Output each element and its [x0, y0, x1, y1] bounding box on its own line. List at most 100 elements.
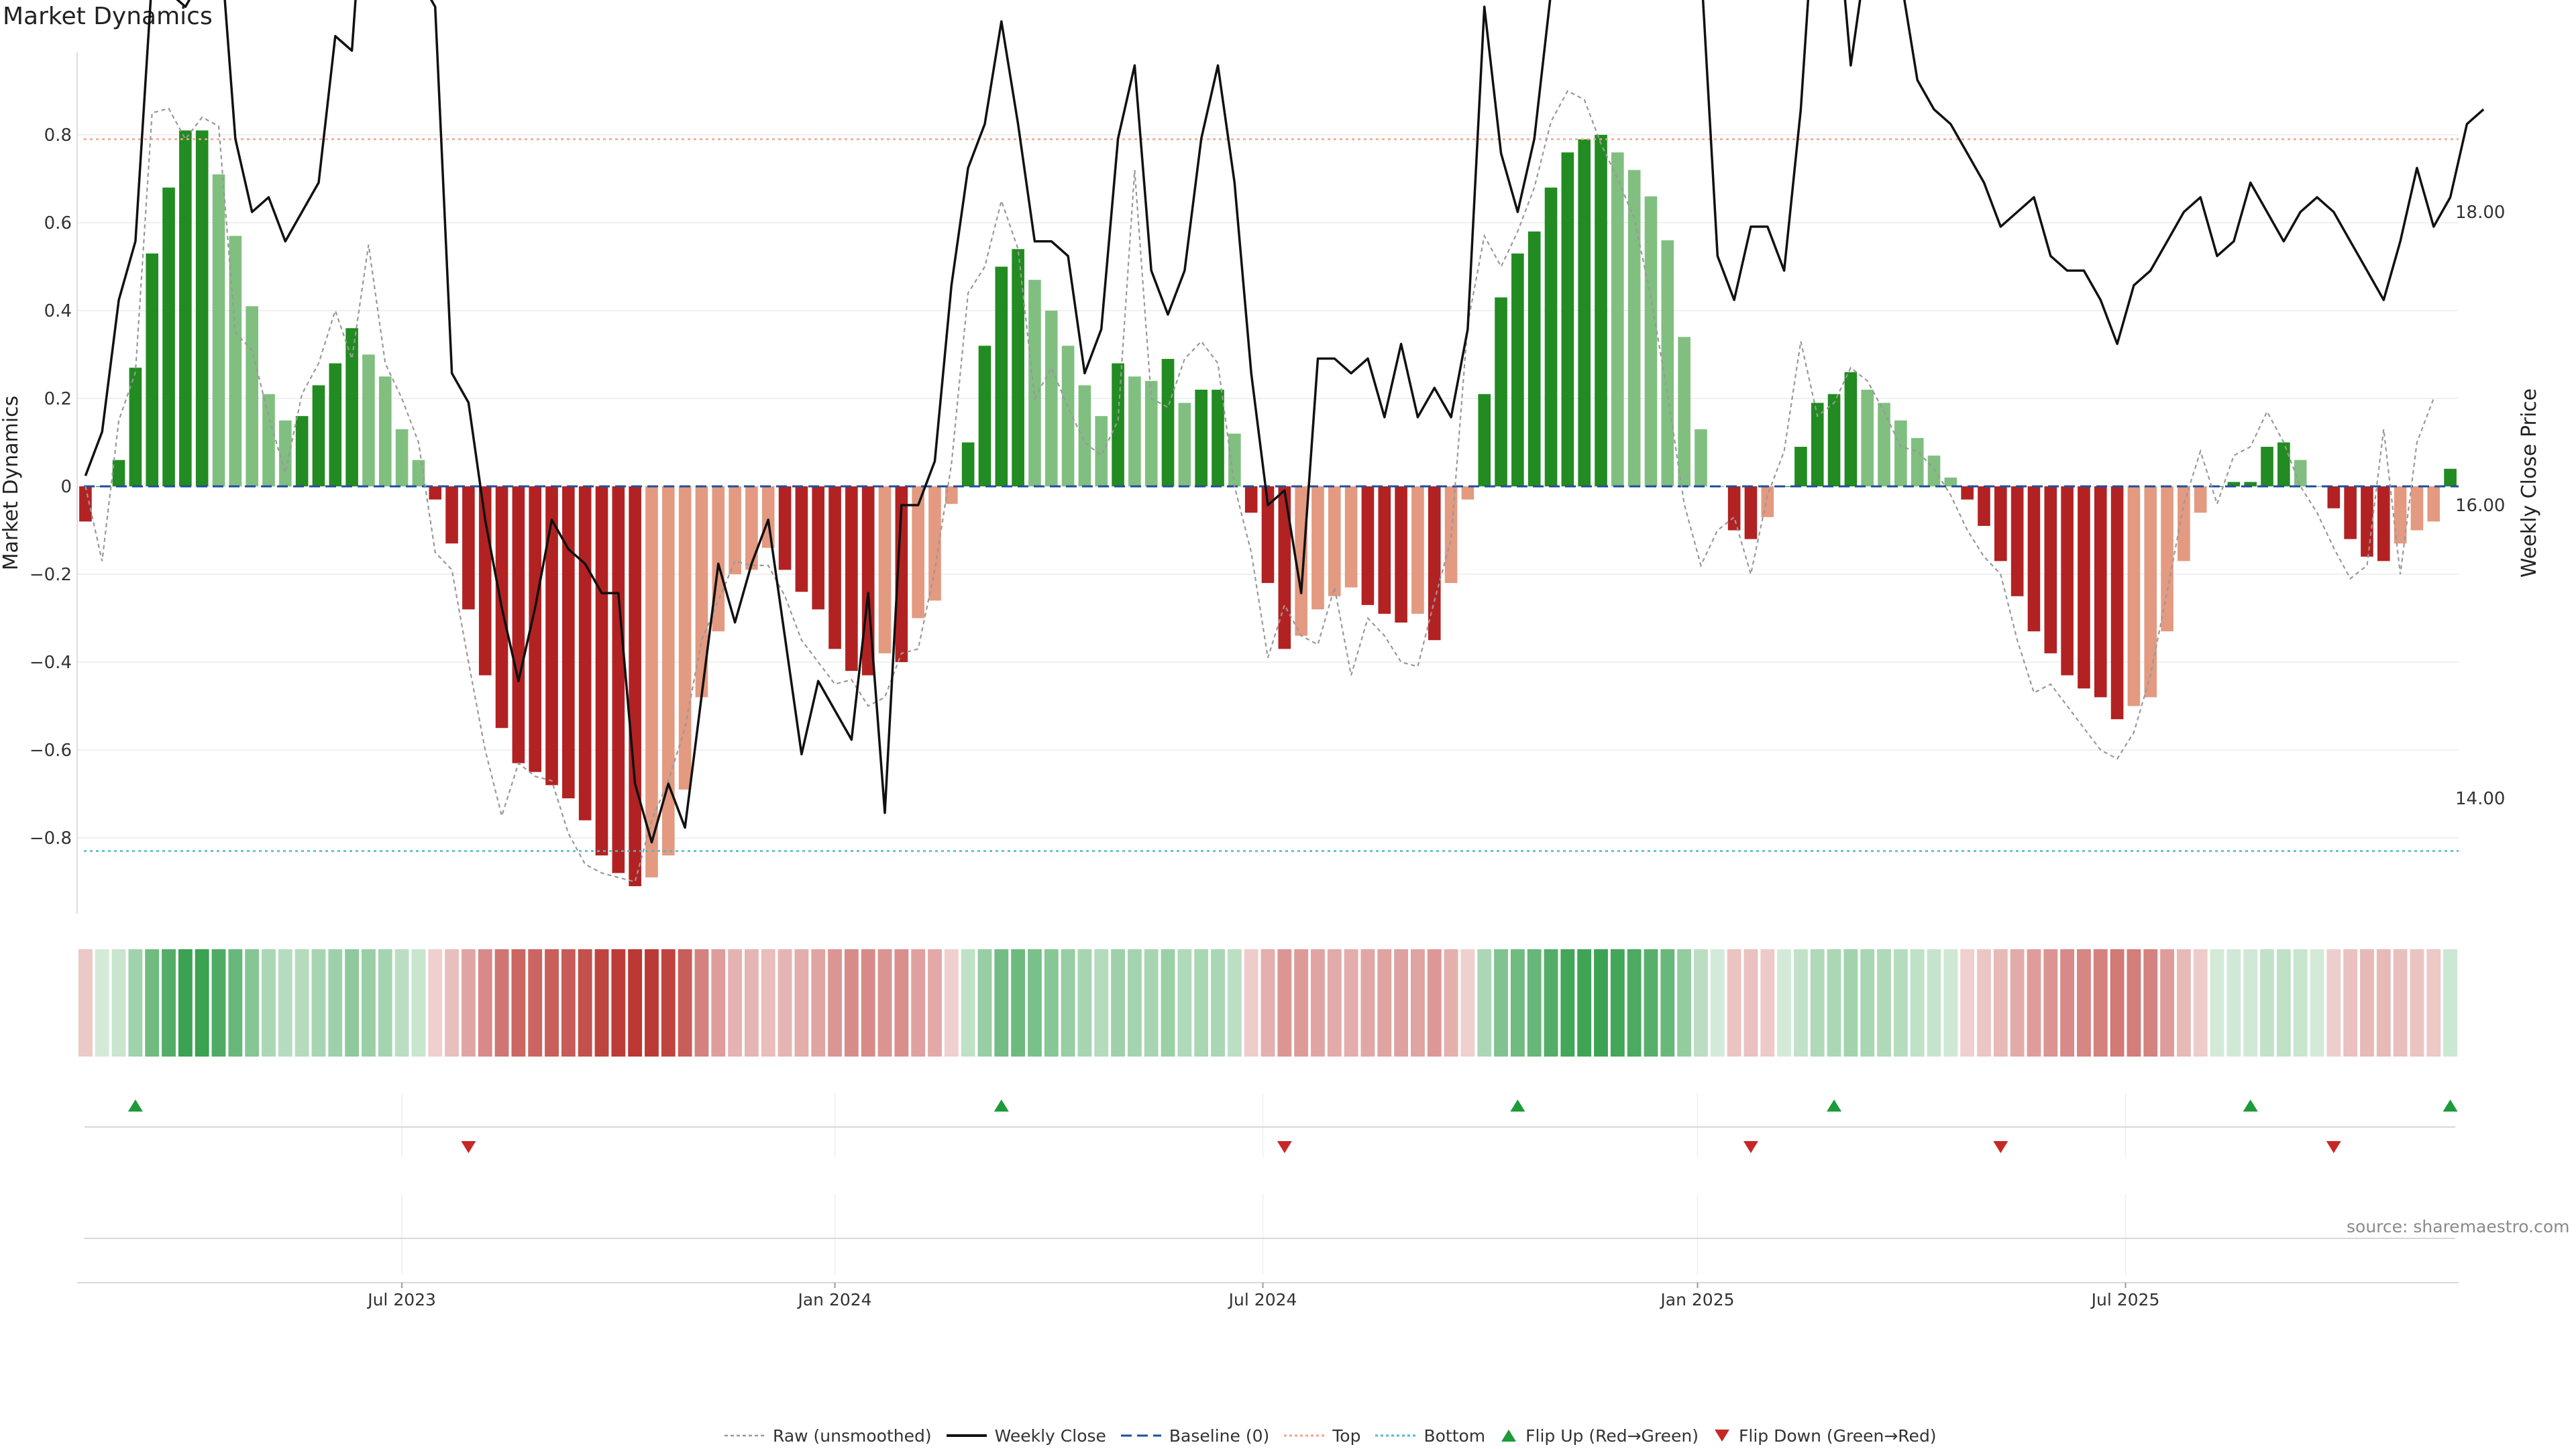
md-bar	[2027, 486, 2041, 632]
md-bar	[1561, 152, 1574, 486]
heat-cell	[2077, 949, 2091, 1057]
md-bar	[1061, 345, 1075, 486]
flip-up-marker	[1510, 1099, 1525, 1112]
y-left-tick-label: 0	[60, 477, 72, 497]
heat-cell	[2376, 949, 2391, 1057]
heat-cell	[844, 949, 859, 1057]
md-bar	[1911, 437, 1924, 486]
heat-cell	[1427, 949, 1442, 1057]
md-bar	[1811, 402, 1824, 486]
legend-label-baseline: Baseline (0)	[1169, 1426, 1270, 1446]
md-bar	[1994, 486, 2007, 561]
legend-label-close: Weekly Close	[994, 1426, 1106, 1446]
y-left-tick-label: −0.6	[30, 741, 72, 761]
heat-cell	[2210, 949, 2224, 1057]
md-bar	[1894, 420, 1907, 486]
heat-cell	[1927, 949, 1941, 1057]
x-tick-label: Jul 2024	[1228, 1290, 1297, 1309]
heat-cell	[362, 949, 376, 1057]
heat-cell	[1877, 949, 1891, 1057]
md-bar	[295, 416, 309, 486]
heat-cell	[1094, 949, 1109, 1057]
md-bar	[1461, 486, 1474, 500]
heat-cell	[95, 949, 109, 1057]
raw-line	[85, 90, 2434, 883]
heat-cell	[661, 949, 676, 1057]
heat-cell	[728, 949, 743, 1057]
heat-cell	[478, 949, 492, 1057]
md-bar	[812, 486, 825, 610]
heat-cell	[2426, 949, 2441, 1057]
md-bar	[162, 187, 175, 486]
heat-cell	[2326, 949, 2341, 1057]
y-right-axis-label: Weekly Close Price	[2518, 388, 2541, 578]
heat-cell	[744, 949, 759, 1057]
md-bar	[312, 385, 325, 486]
heat-cell	[2010, 949, 2025, 1057]
heat-cell	[511, 949, 526, 1057]
md-bar	[1861, 389, 1874, 486]
heat-cell	[777, 949, 792, 1057]
md-bar	[1678, 337, 1690, 486]
heat-cell	[1411, 949, 1425, 1057]
y-left-tick-label: −0.4	[30, 653, 72, 673]
heat-cell	[1860, 949, 1875, 1057]
md-bar	[79, 486, 92, 522]
heat-cell	[1893, 949, 1908, 1057]
heat-cell	[128, 949, 143, 1057]
heat-cell	[1377, 949, 1392, 1057]
x-tick-label: Jan 2024	[796, 1290, 871, 1309]
md-bar	[2377, 486, 2390, 561]
md-bar	[1611, 152, 1624, 486]
md-bar	[1378, 486, 1391, 614]
md-bar	[2127, 486, 2141, 706]
heat-cell	[1777, 949, 1792, 1057]
md-bar	[1228, 433, 1241, 486]
heat-cell	[1460, 949, 1475, 1057]
md-bar	[246, 306, 258, 486]
heat-cell	[1111, 949, 1125, 1057]
md-bar	[1927, 455, 1941, 486]
heat-cell	[311, 949, 326, 1057]
md-bar	[1178, 402, 1191, 486]
heat-cell	[1311, 949, 1325, 1057]
heat-cell	[1943, 949, 1958, 1057]
md-bar	[362, 354, 375, 486]
heat-cell	[1610, 949, 1625, 1057]
heat-cell	[1011, 949, 1026, 1057]
heat-cell	[245, 949, 260, 1057]
md-bar	[2294, 460, 2307, 486]
heat-cell	[561, 949, 576, 1057]
md-bar	[412, 460, 425, 486]
heat-cell	[678, 949, 692, 1057]
heat-cell	[1843, 949, 1858, 1057]
heat-cell	[877, 949, 892, 1057]
md-bar	[1311, 486, 1324, 610]
heat-cell	[1211, 949, 1225, 1057]
heat-cell	[594, 949, 609, 1057]
heat-cell	[611, 949, 626, 1057]
heat-cell	[794, 949, 809, 1057]
md-bar	[1428, 486, 1441, 641]
md-bar	[562, 486, 575, 799]
heat-cell	[1360, 949, 1375, 1057]
flip-up-triangle-icon	[1501, 1430, 1517, 1442]
md-bar	[2344, 486, 2357, 539]
md-bar	[345, 328, 358, 486]
heat-cell	[1144, 949, 1159, 1057]
heat-cell	[1294, 949, 1309, 1057]
heat-cell	[1277, 949, 1292, 1057]
heat-cell	[2160, 949, 2174, 1057]
heat-cell	[1977, 949, 1991, 1057]
legend-item-flip-down: Flip Down (Green→Red)	[1713, 1426, 1937, 1446]
heat-cell	[1694, 949, 1708, 1057]
heat-cell	[1544, 949, 1558, 1057]
md-bar	[895, 486, 908, 662]
heat-cell	[1061, 949, 1075, 1057]
heat-cell	[2143, 949, 2158, 1057]
heat-cell	[1194, 949, 1209, 1057]
md-bar	[629, 486, 641, 887]
md-bar	[2161, 486, 2174, 632]
md-bar	[745, 486, 758, 570]
heat-cell	[2243, 949, 2258, 1057]
